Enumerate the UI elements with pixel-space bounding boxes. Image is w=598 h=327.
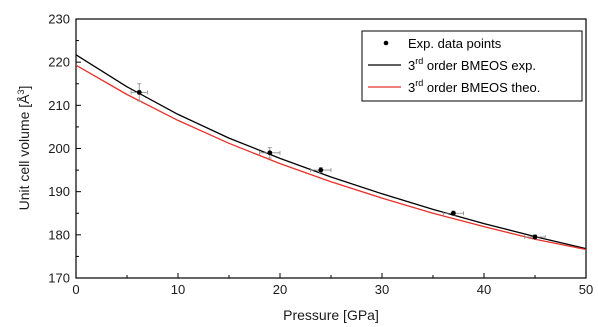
legend-label-bmeos-theo: 3rd order BMEOS theo. — [408, 78, 540, 95]
y-tick-label: 200 — [48, 141, 70, 156]
x-tick-label: 0 — [72, 282, 79, 297]
data-point-marker — [318, 167, 324, 173]
x-tick-label: 10 — [171, 282, 185, 297]
legend-label-exp-points: Exp. data points — [408, 36, 502, 51]
legend-marker-exp-points — [383, 40, 389, 46]
bmeos-exp-curve — [75, 54, 587, 250]
x-tick-label: 40 — [477, 282, 491, 297]
y-tick-label: 220 — [48, 55, 70, 70]
data-point — [259, 147, 281, 159]
data-point — [442, 210, 465, 216]
legend-box — [361, 30, 583, 102]
y-tick-label: 230 — [48, 12, 70, 27]
curves — [75, 54, 587, 251]
x-axis-label: Pressure [GPa] — [283, 307, 379, 323]
data-point-marker — [451, 210, 456, 216]
data-point-marker — [136, 89, 142, 95]
data-point — [130, 83, 148, 102]
y-tick-label: 190 — [48, 184, 70, 199]
y-tick-label: 210 — [48, 98, 70, 113]
y-axis-label: Unit cell volume [Å3] — [16, 86, 32, 211]
data-point — [310, 167, 332, 174]
data-point-marker — [267, 150, 273, 156]
legend-label-bmeos-exp: 3rd order BMEOS exp. — [408, 56, 536, 73]
x-tick-label: 30 — [375, 282, 389, 297]
bmeos-theo-curve — [75, 64, 587, 251]
y-tick-label: 180 — [48, 227, 70, 242]
x-tick-label: 50 — [579, 282, 593, 297]
data-point-marker — [532, 234, 538, 240]
x-tick-label: 20 — [273, 282, 287, 297]
data-point — [524, 234, 546, 240]
y-tick-label: 170 — [48, 271, 70, 286]
axis-ticks: 0 10 20 30 40 50 170 180 190 200 210 220 230 — [48, 12, 593, 298]
legend: Exp. data points 3rd order BMEOS exp. 3r… — [361, 30, 583, 102]
data-points — [130, 83, 546, 240]
